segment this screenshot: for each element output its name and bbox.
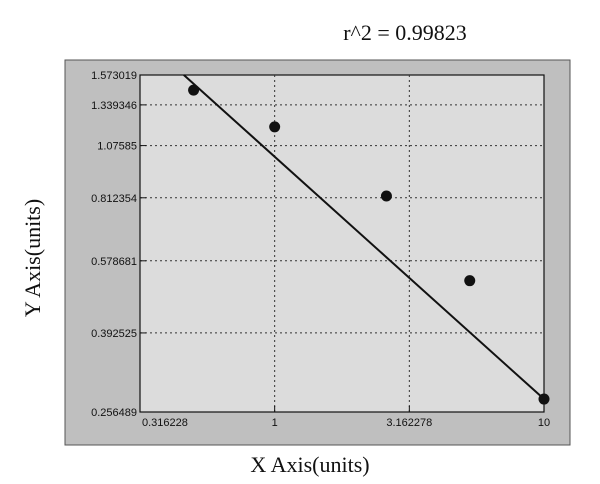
data-points bbox=[188, 84, 550, 405]
x-tick-label: 3.162278 bbox=[386, 417, 432, 429]
fit-line bbox=[183, 74, 545, 400]
y-tick-label: 1.573019 bbox=[91, 70, 137, 82]
x-tick-labels: 0.316228 1 3.162278 10 bbox=[142, 417, 550, 429]
y-tick-label: 0.392525 bbox=[91, 328, 137, 340]
y-tick-label: 1.339346 bbox=[91, 100, 137, 112]
y-tick-labels: 0.256489 0.392525 0.578681 0.812354 1.07585 1… bbox=[91, 70, 137, 419]
data-point bbox=[464, 275, 476, 287]
fit-line-layer bbox=[183, 74, 545, 400]
plot-area bbox=[139, 74, 545, 413]
data-point bbox=[380, 190, 392, 202]
x-tick-label: 1 bbox=[272, 417, 278, 429]
y-tick-label: 0.256489 bbox=[91, 407, 137, 419]
chart-title: r^2 = 0.99823 bbox=[343, 20, 467, 45]
data-point bbox=[188, 84, 200, 96]
y-tick-label: 1.07585 bbox=[97, 141, 137, 153]
x-axis-label: X Axis(units) bbox=[250, 452, 369, 477]
data-point bbox=[269, 121, 281, 133]
y-tick-label: 0.812354 bbox=[91, 193, 137, 205]
y-axis-label: Y Axis(units) bbox=[20, 199, 45, 317]
y-tick-label: 0.578681 bbox=[91, 256, 137, 268]
x-tick-label: 0.316228 bbox=[142, 417, 188, 429]
x-tick-label: 10 bbox=[538, 417, 550, 429]
data-point bbox=[538, 393, 550, 405]
